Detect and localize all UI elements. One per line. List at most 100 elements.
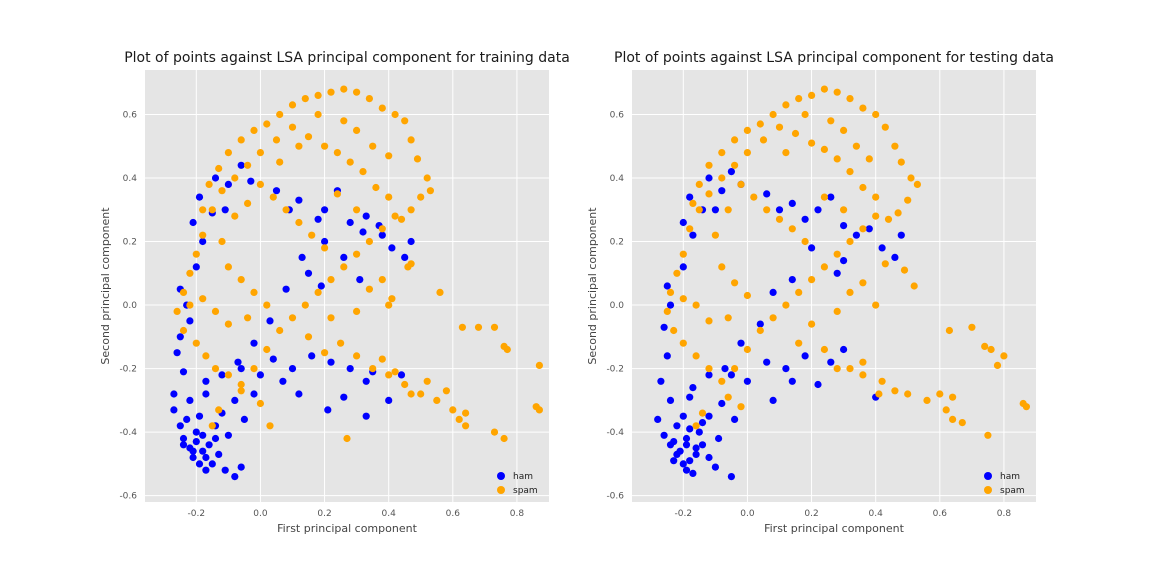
- spam-point: [269, 193, 277, 201]
- x-tick-label: 0.6: [446, 509, 461, 519]
- spam-point: [724, 393, 732, 401]
- spam-point: [679, 295, 687, 303]
- ham-point: [237, 161, 245, 169]
- spam-point: [449, 406, 457, 414]
- spam-point: [808, 139, 816, 147]
- ham-point: [170, 390, 178, 398]
- plot-area: [632, 70, 1036, 502]
- spam-point: [695, 180, 703, 188]
- ham-point: [202, 453, 210, 462]
- spam-point: [743, 291, 752, 300]
- ham-point: [663, 352, 671, 360]
- spam-point: [391, 212, 399, 220]
- spam-point: [244, 161, 252, 169]
- y-tick-label: 0.4: [610, 174, 625, 184]
- spam-point: [913, 180, 922, 188]
- ham-point: [705, 453, 713, 462]
- spam-point: [872, 193, 880, 201]
- spam-point: [820, 145, 829, 153]
- testing-chart: -0.2 0.0 0.2 0.4 0.6 0.8 -0.6 -0.4 -0.2 0.0 0.2 0.4…: [586, 50, 1054, 535]
- y-tick-label: 0.0: [123, 301, 138, 311]
- spam-point: [237, 276, 245, 284]
- spam-point: [859, 104, 867, 112]
- spam-point: [237, 136, 245, 144]
- spam-point: [301, 95, 309, 103]
- ham-point: [279, 377, 287, 385]
- ham-point: [692, 444, 700, 452]
- spam-point: [385, 301, 393, 309]
- spam-point: [199, 231, 207, 239]
- spam-point: [186, 269, 194, 277]
- ham-point: [788, 199, 796, 207]
- ham-point: [256, 371, 264, 379]
- ham-point: [362, 377, 370, 385]
- spam-point: [987, 345, 995, 354]
- ham-point: [250, 390, 258, 398]
- spam-point: [208, 206, 216, 214]
- spam-point: [442, 387, 450, 395]
- ham-point: [840, 345, 848, 354]
- spam-point: [224, 320, 232, 328]
- ham-point: [698, 441, 707, 449]
- spam-point: [237, 387, 245, 395]
- ham-point: [385, 396, 393, 404]
- spam-point: [308, 231, 316, 239]
- ham-point: [689, 469, 697, 477]
- spam-point: [458, 323, 466, 331]
- plot-area: [145, 70, 549, 502]
- spam-point: [984, 431, 992, 439]
- spam-point: [304, 333, 313, 341]
- ham-point: [721, 365, 729, 373]
- ham-point: [189, 218, 197, 227]
- spam-point: [186, 301, 194, 309]
- spam-point: [846, 95, 854, 103]
- ham-point: [247, 177, 255, 185]
- ham-point: [682, 434, 691, 443]
- spam-point: [769, 314, 777, 322]
- spam-point: [205, 180, 213, 188]
- ham-point: [686, 457, 694, 465]
- spam-point: [256, 149, 264, 157]
- spam-point: [801, 237, 809, 246]
- spam-point: [698, 409, 707, 417]
- spam-point: [820, 85, 829, 93]
- spam-point: [689, 199, 697, 207]
- spam-point: [353, 206, 361, 214]
- ham-point: [218, 371, 226, 379]
- spam-point: [337, 339, 345, 347]
- spam-point: [878, 377, 886, 385]
- spam-point: [894, 209, 902, 217]
- y-axis-label: Second principal component: [586, 207, 599, 365]
- ham-point: [689, 384, 697, 392]
- ham-point: [731, 415, 739, 423]
- ham-point: [186, 396, 194, 404]
- spam-point: [881, 260, 889, 268]
- ham-point: [189, 447, 197, 455]
- spam-point: [820, 193, 829, 201]
- ham-point: [199, 237, 207, 246]
- spam-point: [372, 183, 380, 192]
- spam-point: [353, 250, 361, 258]
- spam-point: [718, 263, 726, 271]
- spam-point: [820, 345, 829, 354]
- spam-point: [272, 136, 281, 144]
- spam-point: [820, 263, 829, 271]
- spam-point: [993, 361, 1002, 369]
- ham-point: [660, 323, 668, 331]
- ham-point: [250, 339, 258, 347]
- legend-label-ham: ham: [1000, 472, 1020, 482]
- spam-point: [679, 250, 687, 258]
- ham-point: [183, 415, 191, 423]
- spam-point: [327, 88, 335, 96]
- spam-point: [724, 314, 732, 322]
- spam-point: [304, 133, 313, 141]
- spam-point: [288, 101, 297, 109]
- spam-point: [872, 110, 880, 119]
- ham-point: [727, 168, 736, 176]
- spam-point: [378, 104, 386, 112]
- ham-point: [692, 450, 700, 458]
- spam-point: [872, 212, 880, 220]
- spam-point: [827, 117, 835, 125]
- spam-point: [692, 422, 700, 430]
- spam-point: [692, 301, 700, 309]
